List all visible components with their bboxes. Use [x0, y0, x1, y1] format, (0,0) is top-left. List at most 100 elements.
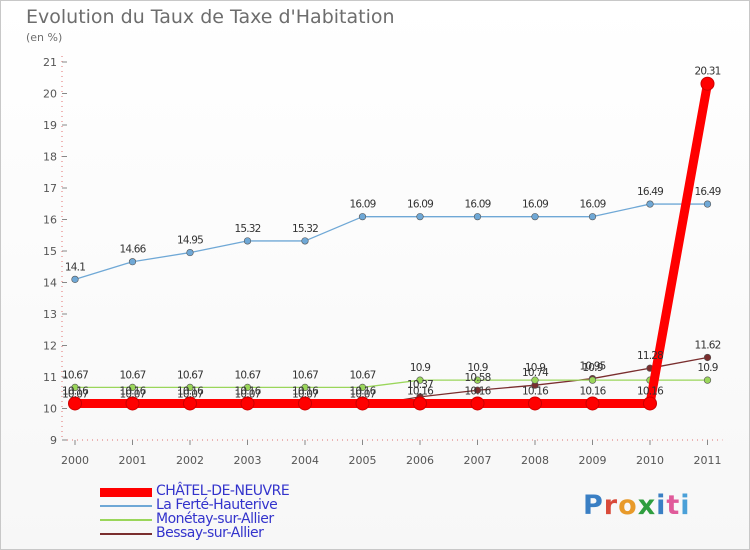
data-label: 20.31	[694, 66, 720, 78]
x-tick-label: 2004	[291, 454, 319, 467]
data-label: 16.09	[407, 199, 433, 211]
data-point	[700, 76, 715, 91]
data-label: 10.16	[579, 385, 606, 397]
data-label: 10.16	[292, 385, 319, 397]
data-point	[71, 383, 79, 391]
series-line	[75, 379, 708, 389]
y-tick-label: 14	[43, 277, 57, 290]
series-line	[74, 203, 708, 280]
data-label: 16.49	[694, 186, 720, 198]
data-label: 10.67	[177, 369, 203, 381]
logo-letter: P	[583, 490, 604, 521]
data-label: 10.67	[292, 369, 318, 381]
data-label: 10.07	[234, 388, 260, 400]
data-point	[416, 213, 424, 221]
data-label: 16.09	[349, 199, 375, 211]
y-tick-label: 11	[43, 371, 57, 384]
data-point	[358, 383, 367, 391]
data-label: 15.32	[292, 223, 318, 235]
y-tick-label: 15	[43, 245, 57, 258]
legend-label: Bessay-sur-Allier	[156, 525, 264, 541]
data-point	[703, 353, 712, 362]
data-point	[531, 376, 539, 384]
data-point	[68, 396, 82, 411]
data-point	[243, 237, 252, 245]
data-label: 10.07	[62, 388, 88, 400]
data-point	[186, 383, 194, 391]
data-point	[473, 386, 482, 394]
data-label: 10.16	[637, 385, 664, 397]
data-label: 10.9	[582, 362, 602, 374]
data-label: 10.58	[464, 372, 490, 384]
data-label: 10.16	[522, 385, 549, 397]
data-point	[473, 213, 482, 221]
proxiti-logo: Proxiti	[583, 490, 691, 521]
legend-label: Monétay-sur-Allier	[156, 511, 274, 527]
y-tick-label: 10	[43, 403, 57, 416]
data-label: 10.16	[464, 385, 491, 397]
data-label: 10.16	[349, 385, 376, 397]
data-label: 10.67	[349, 369, 375, 381]
data-label: 10.9	[525, 362, 545, 374]
y-tick-label: 9	[50, 434, 57, 447]
data-point	[125, 396, 140, 411]
logo-letter: t	[666, 490, 681, 521]
data-label: 14.66	[119, 244, 146, 256]
data-point	[585, 396, 600, 411]
y-tick-label: 16	[43, 214, 57, 227]
data-point	[413, 396, 427, 411]
data-label: 10.07	[119, 388, 145, 400]
data-point	[416, 376, 424, 384]
series-line	[75, 82, 712, 408]
legend-label: CHÂTEL-DE-NEUVRE	[156, 483, 290, 499]
data-label: 10.9	[467, 362, 487, 374]
data-point	[528, 396, 542, 411]
y-tick-label: 20	[43, 88, 57, 101]
data-label: 16.09	[464, 199, 490, 211]
data-label: 16.09	[579, 199, 605, 211]
data-point	[703, 200, 712, 208]
data-label: 11.28	[637, 350, 663, 362]
y-tick-label: 12	[43, 340, 57, 353]
data-point	[298, 396, 312, 411]
data-point	[183, 396, 197, 411]
x-tick-label: 2003	[234, 454, 262, 467]
logo-letter: i	[680, 490, 691, 521]
x-tick-label: 2009	[579, 454, 607, 467]
data-point	[643, 396, 657, 411]
data-label: 15.32	[234, 223, 260, 235]
data-point	[186, 248, 194, 257]
x-tick-label: 2011	[694, 454, 722, 467]
data-label: 16.09	[522, 199, 548, 211]
data-point	[240, 396, 255, 411]
data-point	[646, 200, 654, 208]
data-point	[470, 396, 485, 411]
data-label: 10.16	[62, 385, 89, 397]
data-label: 10.07	[292, 388, 318, 400]
y-tick-label: 18	[43, 151, 57, 164]
data-label: 10.16	[119, 385, 146, 397]
data-point	[355, 396, 370, 411]
x-tick-label: 2002	[176, 454, 204, 467]
data-point	[588, 213, 597, 221]
data-label: 10.95	[579, 361, 605, 373]
x-tick-label: 2008	[521, 454, 549, 467]
data-label: 16.49	[637, 186, 663, 198]
legend-swatch	[100, 505, 152, 507]
data-point	[301, 383, 309, 391]
data-label: 10.07	[177, 388, 203, 400]
data-label: 10.16	[407, 385, 434, 397]
data-point	[703, 376, 712, 384]
x-tick-label: 2001	[119, 454, 147, 467]
data-point	[243, 383, 252, 391]
data-label: 14.95	[177, 235, 203, 247]
data-label: 10.07	[349, 388, 375, 400]
data-point	[588, 376, 597, 384]
data-point	[71, 275, 79, 283]
data-point	[531, 213, 539, 221]
x-tick-label: 2006	[406, 454, 434, 467]
logo-letter: x	[637, 490, 657, 521]
y-tick-label: 19	[43, 119, 57, 132]
